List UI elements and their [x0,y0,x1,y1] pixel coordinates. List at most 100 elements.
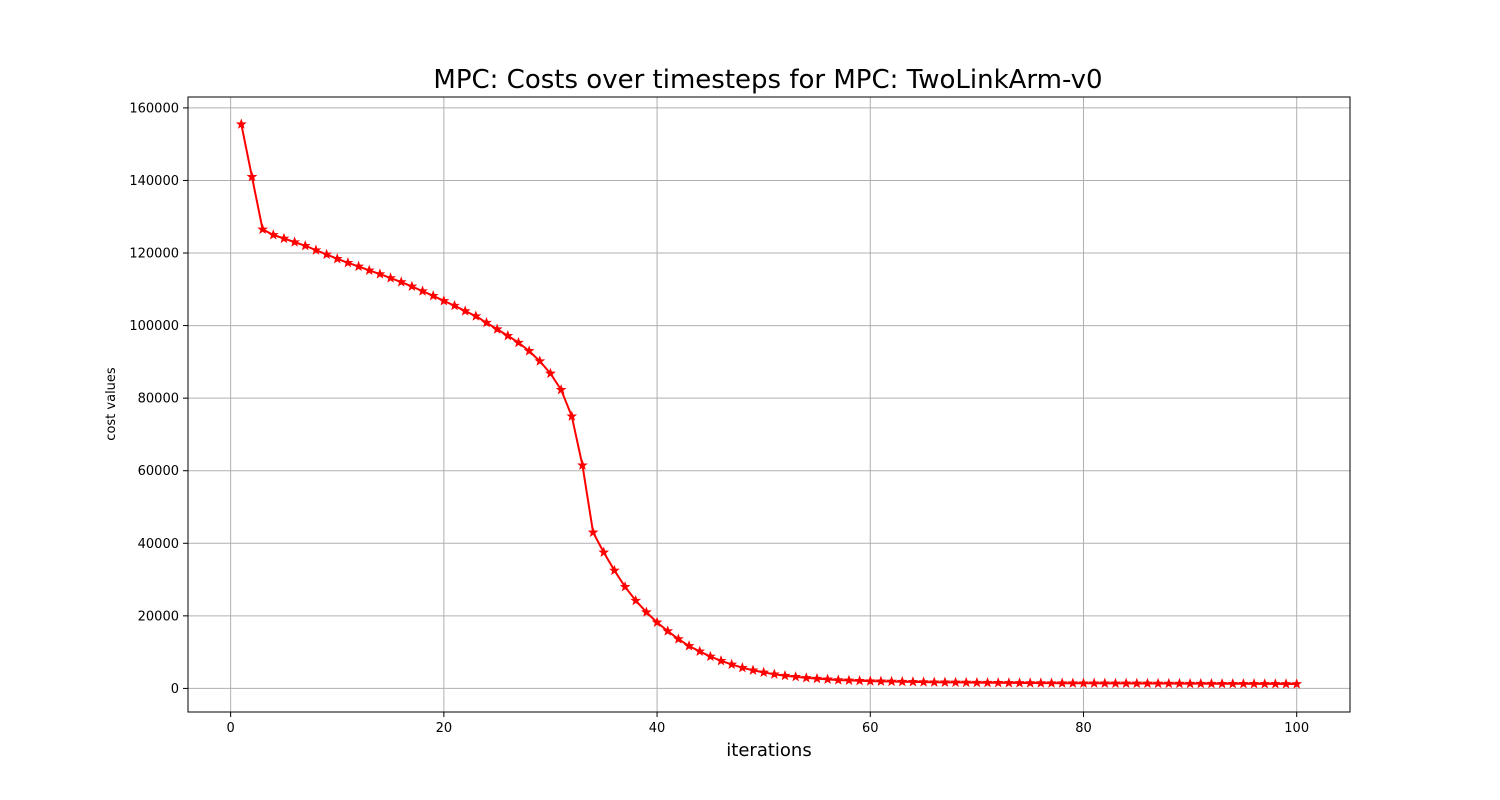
data-point-star [758,666,770,678]
data-point-star [1280,678,1292,689]
data-point-star [992,677,1004,688]
data-point-star [1259,678,1271,689]
data-point-star [321,248,332,260]
data-point-star [1014,677,1025,688]
data-point-star [896,676,908,687]
data-point-star [246,171,258,182]
data-point-star [864,675,876,686]
data-point-star [982,677,993,688]
data-point-star [470,310,482,321]
x-tick-label: 40 [649,721,666,736]
y-tick-label: 60000 [138,464,179,479]
series-line [240,124,1297,685]
data-point-star [342,257,354,268]
data-point-star [683,640,695,651]
data-point-star [960,676,972,688]
data-point-star [854,675,866,686]
data-series [235,118,1303,689]
y-tick-label: 160000 [129,101,179,116]
x-tick-label: 60 [862,721,879,736]
data-point-star [1056,677,1068,688]
data-point-star [779,670,791,681]
data-point-star [1269,678,1281,689]
data-point-star [747,664,759,675]
data-point-star [662,625,674,636]
data-point-star [843,674,855,686]
data-point-star [555,384,567,395]
data-point-star [811,672,823,684]
y-tick-label: 0 [171,682,179,697]
axes-frame [187,96,1351,713]
data-point-star [363,264,375,276]
data-point-star [427,290,439,301]
x-axis-label: iterations [726,740,811,761]
data-point-star [438,295,450,306]
data-point-star [385,272,396,283]
y-tick-label: 120000 [129,247,179,262]
data-point-star [1163,677,1175,689]
data-point-star [491,323,503,334]
data-point-star [672,633,684,644]
data-point-star [651,616,663,627]
y-axis-ticks: 0 20000 40000 60000 80000 100000 120000 140000 1… [129,101,188,697]
y-axis-label: cost values [104,367,119,441]
data-point-star [1152,677,1164,689]
x-tick-label: 0 [227,721,235,736]
data-point-star [918,676,929,687]
data-point-star [822,673,834,684]
data-point-star [950,676,961,688]
data-point-star [278,232,290,244]
y-tick-label: 40000 [138,537,179,552]
data-point-star [1184,677,1196,689]
data-point-star [417,285,428,296]
data-point-star [694,645,706,656]
data-point-star [886,675,897,687]
data-point-star [641,606,652,617]
data-point-star [534,355,546,366]
data-point-star [1099,677,1111,688]
data-point-star [832,674,844,685]
x-axis-ticks: 0 20 40 60 80 100 [227,712,1309,736]
y-tick-label: 20000 [138,609,179,624]
data-point-star [1206,678,1217,689]
data-point-star [577,459,588,470]
data-point-star [875,675,887,686]
data-point-star [609,564,620,576]
y-tick-label: 80000 [138,392,179,407]
data-point-star [299,240,311,251]
data-point-star [502,330,514,341]
data-point-star [449,299,460,311]
data-point-star [1174,677,1185,689]
data-point-star [1024,677,1036,688]
data-point-star [715,655,727,666]
x-tick-label: 100 [1284,721,1309,736]
data-point-star [1046,677,1057,688]
data-point-star [736,662,748,673]
data-point-star [928,676,940,687]
data-point-star [1248,678,1260,689]
data-point-star [566,410,578,421]
y-tick-label: 100000 [129,319,179,334]
data-point-star [481,317,492,328]
data-point-star [907,676,919,687]
data-point-star [1078,677,1089,688]
data-point-star [800,672,812,683]
data-point-star [587,526,599,537]
data-point-star [289,236,300,247]
data-point-star [406,280,418,291]
grid-lines [188,97,1350,712]
data-point-star [939,676,951,687]
data-point-star [1120,677,1132,688]
data-point-star [1142,677,1153,689]
data-point-star [1227,678,1239,689]
data-point-star [267,229,279,240]
data-point-star [768,668,780,679]
data-point-star [1238,678,1249,689]
data-point-star [523,345,535,356]
data-point-star [1067,677,1079,688]
data-point-star [971,676,983,688]
data-point-star [1131,677,1143,689]
data-point-star [1003,677,1015,688]
